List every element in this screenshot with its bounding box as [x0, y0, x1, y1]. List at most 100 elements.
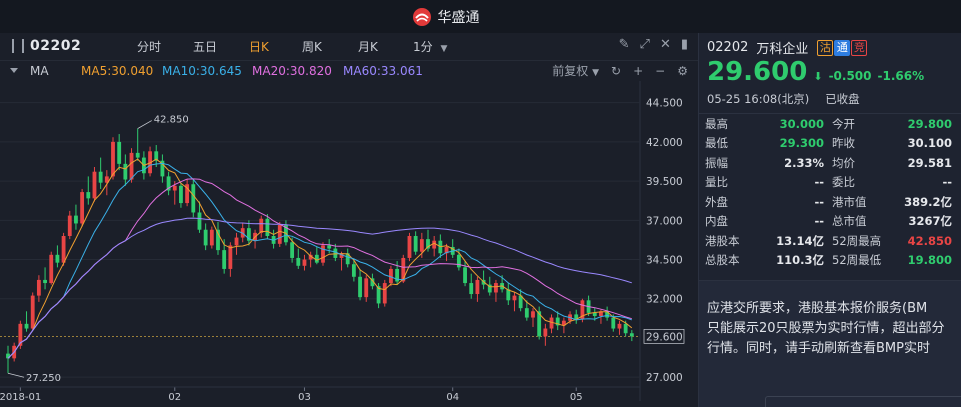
candle-body [623, 323, 628, 334]
candle-body [574, 314, 579, 320]
candle-body [216, 229, 220, 251]
stat-value: 29.300 [779, 136, 824, 151]
stat-label: 昨收 [832, 136, 855, 151]
candle-body [494, 283, 498, 293]
candle-body [172, 185, 177, 191]
candle-body [197, 212, 202, 230]
stat-label: 委比 [832, 175, 855, 190]
candle-body [290, 242, 295, 258]
candle-body [333, 248, 338, 258]
candle-body [531, 311, 535, 318]
candle-body [6, 353, 10, 359]
title-bar: 华盛通 [0, 0, 961, 33]
zoom-out-icon[interactable]: − [655, 63, 666, 78]
candle-body [277, 225, 282, 244]
stat-row: 最低 29.300 昨收 30.100 [699, 134, 961, 154]
notice-line-3: 行情。同时，请手动刷新查看BMP实时 [707, 341, 930, 356]
refresh-icon[interactable]: ↻ [611, 63, 622, 78]
collapse-icon[interactable] [12, 39, 24, 53]
stat-label: 外盘 [705, 194, 728, 209]
fullscreen-icon[interactable]: ⤢ [639, 37, 650, 52]
adjust-select[interactable]: 前复权 ▼ [552, 62, 599, 79]
stats-table: 最高 30.000 今开 29.800 最低 29.300 昨收 30.100 振幅 2.33% 均… [699, 113, 961, 270]
candle-body [321, 245, 325, 263]
bmp-notice: 应港交所要求，港股基本报价服务(BM 只能展示20只股票为实时行情，超出部分 行… [699, 280, 961, 407]
candle-body [36, 279, 41, 296]
y-tick-label: 39.500 [646, 176, 683, 188]
x-tick-label: 03 [298, 392, 311, 403]
candle-body [61, 236, 66, 263]
candle-body [599, 311, 603, 316]
quote-code: 02202 [707, 40, 749, 55]
ma-dropdown-icon[interactable] [10, 68, 18, 73]
stat-row: 振幅 2.33% 均价 29.581 [699, 153, 961, 173]
tab-daily-k[interactable]: 日K [249, 40, 269, 54]
zoom-in-icon[interactable]: + [633, 63, 644, 78]
candle-body [327, 245, 332, 249]
ma5-line [7, 158, 633, 359]
stat-label: 内盘 [705, 214, 728, 229]
x-tick-label: 02 [168, 392, 181, 403]
x-tick-label: 04 [446, 392, 459, 403]
ma-tools: 前复权 ▼ ↻ + − ⚙ [552, 62, 688, 79]
stat-row: 量比 -- 委比 -- [699, 173, 961, 193]
stat-label: 均价 [832, 155, 855, 170]
candle-body [123, 163, 128, 180]
tab-timeshare[interactable]: 分时 [137, 40, 162, 54]
tab-minute[interactable]: 1分 ▼ [413, 38, 447, 55]
candle-body [259, 218, 264, 233]
stat-value: -- [814, 194, 824, 209]
stat-label: 最高 [705, 116, 728, 131]
candle-body [401, 257, 406, 282]
stat-value: 19.800 [907, 253, 952, 268]
candle-body [432, 240, 437, 249]
y-tick-label: 44.500 [646, 98, 683, 110]
candle-body [407, 236, 412, 258]
ma20-value: MA20:30.820 [252, 63, 332, 78]
settings-gear-icon[interactable]: ⚙ [677, 63, 688, 78]
candle-body [463, 267, 467, 284]
candle-body [413, 236, 418, 252]
app-logo-icon [412, 7, 431, 26]
candle-body [370, 278, 375, 287]
candle-body [555, 317, 560, 326]
chart-toolbar: 02202 分时 五日 日K 周K 月K 1分 ▼ ✎ ⤢ ✕ ▮ [0, 33, 698, 60]
candle-body [543, 328, 548, 337]
refresh-button[interactable] [765, 396, 961, 407]
stat-row: 内盘 -- 总市值 3267亿 [699, 212, 961, 232]
ma-label[interactable]: MA [30, 63, 49, 78]
x-tick-label: 05 [570, 392, 583, 403]
low-label: 27.250 [26, 373, 61, 384]
price-change: -0.500 [828, 69, 872, 83]
candle-body [512, 295, 517, 301]
candle-body [611, 317, 616, 329]
tab-five-day[interactable]: 五日 [193, 40, 218, 54]
draw-pencil-icon[interactable]: ✎ [618, 37, 630, 52]
candle-body [117, 141, 122, 164]
candle-body [617, 323, 622, 329]
candle-body [24, 323, 29, 329]
tab-weekly-k[interactable]: 周K [302, 40, 322, 54]
last-price: 29.600 [707, 57, 808, 87]
candle-body [265, 218, 270, 236]
chart-pane: 02202 分时 五日 日K 周K 月K 1分 ▼ ✎ ⤢ ✕ ▮ MA MA5… [0, 33, 698, 407]
symbol-box: 02202 [12, 38, 81, 54]
last-price-box [643, 329, 685, 344]
ma10-line [7, 162, 632, 359]
candle-body [49, 254, 54, 284]
candle-body [456, 254, 461, 268]
kline-chart[interactable]: 44.500 42.000 39.500 37.000 34.500 32.000 29.6… [0, 81, 698, 407]
stat-label: 52周最低 [832, 253, 882, 268]
candle-body [364, 278, 369, 298]
sidebar-toggle-icon[interactable]: ▮ [680, 37, 688, 52]
tab-monthly-k[interactable]: 月K [358, 40, 378, 54]
notice-line-1: 应港交所要求，港股基本报价服务(BM [707, 301, 928, 316]
stat-label: 总股本 [705, 253, 740, 268]
candle-body [302, 259, 307, 266]
stat-value: 42.850 [907, 233, 952, 248]
candle-body [228, 245, 233, 269]
price-row: 29.600 ⬇ -0.500 -1.66% [707, 57, 924, 87]
candle-body [246, 228, 251, 241]
candle-body [506, 289, 511, 301]
close-pane-icon[interactable]: ✕ [659, 37, 671, 52]
